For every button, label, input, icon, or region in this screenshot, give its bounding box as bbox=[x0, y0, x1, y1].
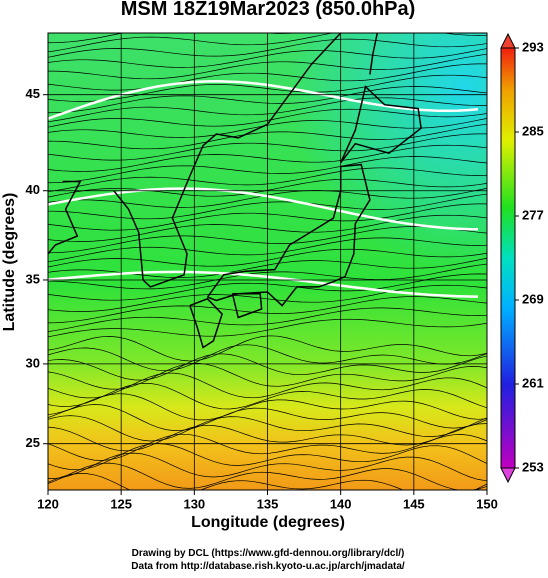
title: MSM 18Z19Mar2023 (850.0hPa) bbox=[121, 0, 416, 20]
streamline bbox=[48, 393, 487, 421]
coastline bbox=[206, 163, 371, 307]
streamline bbox=[48, 53, 487, 80]
coastline bbox=[369, 33, 379, 75]
y-tick-label: 25 bbox=[26, 435, 40, 450]
streamline bbox=[48, 296, 487, 324]
streamline bbox=[48, 123, 487, 150]
streamline bbox=[48, 97, 487, 123]
coastline bbox=[231, 292, 263, 319]
contour bbox=[48, 270, 479, 298]
streamline bbox=[48, 248, 487, 268]
streamline bbox=[48, 257, 487, 278]
streamline bbox=[48, 156, 487, 184]
colorbar-tick-label: 293 bbox=[522, 39, 544, 54]
streamline bbox=[48, 167, 487, 193]
colorbar-tick-label: 277 bbox=[522, 207, 544, 222]
contour bbox=[48, 187, 479, 231]
streamline bbox=[48, 382, 487, 410]
y-tick-label: 40 bbox=[26, 182, 40, 197]
streamline bbox=[48, 86, 487, 114]
streamline bbox=[48, 433, 487, 461]
x-tick-label: 140 bbox=[330, 496, 352, 511]
streamline bbox=[48, 63, 487, 91]
x-tick-label: 120 bbox=[37, 496, 59, 511]
streamline bbox=[48, 318, 487, 338]
streamline bbox=[48, 452, 487, 482]
streamline bbox=[48, 372, 487, 399]
coastline bbox=[340, 85, 422, 164]
colorbar-arrow bbox=[500, 467, 516, 484]
x-tick-label: 130 bbox=[183, 496, 205, 511]
streamline bbox=[48, 415, 487, 442]
streamline bbox=[48, 344, 487, 372]
colorbar-tick-label: 261 bbox=[522, 375, 544, 390]
colorbar-tick-label: 269 bbox=[522, 291, 544, 306]
colorbar-tick-label: 285 bbox=[522, 123, 544, 138]
x-tick-label: 135 bbox=[257, 496, 279, 511]
streamline bbox=[48, 473, 487, 490]
map-area bbox=[48, 33, 487, 490]
streamline bbox=[48, 462, 487, 490]
streamline bbox=[48, 38, 487, 58]
streamline bbox=[48, 404, 487, 431]
x-tick-label: 150 bbox=[476, 496, 498, 511]
streamline bbox=[48, 108, 487, 128]
coastline bbox=[113, 33, 342, 288]
streamline bbox=[48, 226, 487, 254]
streamline bbox=[48, 214, 487, 242]
colorbar-tick-label: 253 bbox=[522, 459, 544, 474]
x-tick-label: 125 bbox=[110, 496, 132, 511]
streamline bbox=[48, 144, 487, 172]
x-axis-label: Longitude (degrees) bbox=[191, 514, 345, 531]
streamline bbox=[48, 362, 487, 390]
coastline bbox=[48, 180, 82, 255]
streamline bbox=[48, 237, 487, 263]
streamline bbox=[48, 443, 487, 471]
streamline bbox=[48, 273, 487, 301]
streamline bbox=[48, 33, 302, 44]
y-tick-label: 35 bbox=[26, 271, 40, 286]
streamline bbox=[48, 284, 487, 312]
coastline bbox=[189, 297, 223, 349]
streamline bbox=[48, 133, 487, 161]
streamline bbox=[48, 353, 487, 381]
y-tick-label: 45 bbox=[26, 86, 40, 101]
streamline bbox=[48, 307, 487, 332]
y-tick-label: 30 bbox=[26, 355, 40, 370]
streamline bbox=[48, 33, 487, 53]
streamline bbox=[48, 263, 487, 290]
x-tick-label: 145 bbox=[403, 496, 425, 511]
streamline bbox=[48, 335, 487, 362]
y-axis-label: Latitude (degrees) bbox=[1, 193, 18, 332]
streamline bbox=[48, 193, 487, 220]
streamline bbox=[48, 74, 487, 102]
credit: Data from http://database.rish.kyoto-u.a… bbox=[131, 561, 405, 572]
colorbar-arrow bbox=[500, 32, 516, 49]
colorbar bbox=[500, 47, 516, 469]
credit: Drawing by DCL (https://www.gfd-dennou.o… bbox=[132, 548, 405, 559]
streamline bbox=[48, 203, 487, 231]
streamline bbox=[48, 48, 487, 68]
